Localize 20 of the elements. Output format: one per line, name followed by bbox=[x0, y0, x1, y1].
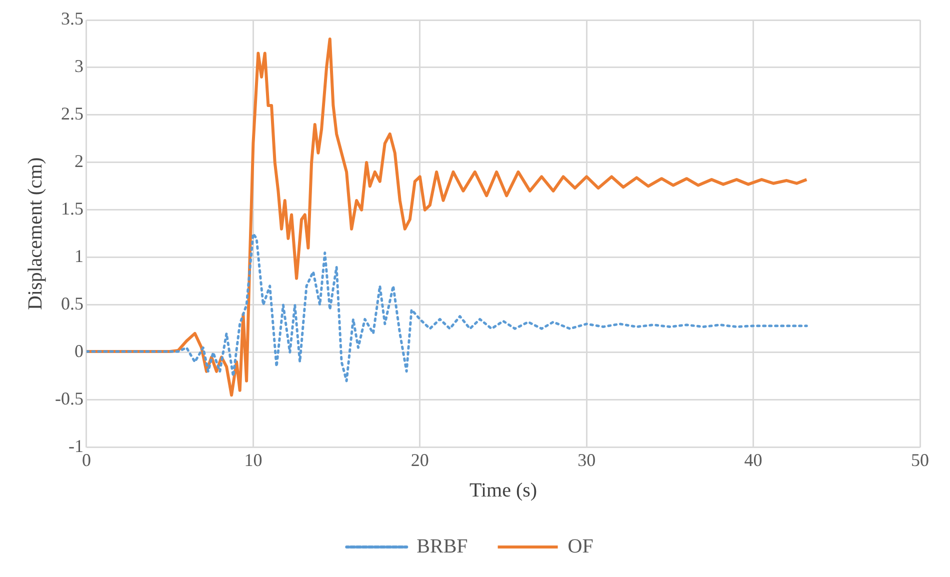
x-tick-label: 50 bbox=[911, 450, 929, 470]
y-tick-label: 2 bbox=[74, 151, 84, 172]
y-axis-title: Displacement (cm) bbox=[24, 157, 46, 310]
y-tick-label: 3 bbox=[74, 56, 84, 76]
y-tick-label: 0 bbox=[74, 341, 84, 362]
x-tick-label: 40 bbox=[744, 450, 762, 470]
legend-label: BRBF bbox=[416, 535, 468, 558]
y-tick-label: 0.5 bbox=[60, 294, 84, 314]
y-tick-label: -0.5 bbox=[54, 388, 84, 409]
y-tick-label: 1.5 bbox=[60, 198, 84, 219]
y-tick-label: 2.5 bbox=[60, 104, 84, 124]
y-tick-label: 3.5 bbox=[60, 8, 84, 29]
y-tick-label: 1 bbox=[74, 246, 84, 266]
x-tick-label: 10 bbox=[244, 450, 262, 470]
legend-label: OF bbox=[568, 535, 594, 558]
x-tick-label: 30 bbox=[578, 450, 596, 470]
y-tick-label: -1 bbox=[68, 436, 84, 456]
x-tick-label: 20 bbox=[410, 450, 429, 470]
line-series bbox=[86, 232, 808, 382]
x-axis-title: Time (s) bbox=[469, 479, 538, 502]
